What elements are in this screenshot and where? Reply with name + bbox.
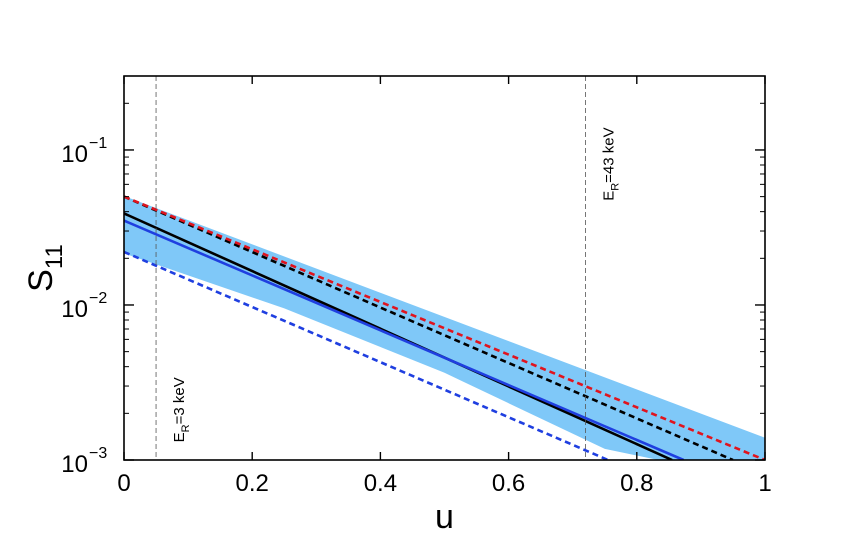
series-line-4 [124, 195, 765, 460]
x-axis-title: u [435, 498, 454, 536]
x-tick-label: 0.6 [492, 470, 525, 497]
y-tick-label: 10 [61, 451, 88, 478]
y-tick-exponent: −2 [89, 290, 107, 307]
series-line-2 [124, 219, 685, 460]
x-tick-label: 1 [758, 470, 771, 497]
y-tick-exponent: −3 [89, 445, 107, 462]
y-tick-label: 10 [61, 296, 88, 323]
series-line-5 [124, 250, 609, 460]
series-line-3 [124, 195, 734, 460]
reference-label-1: ER=3 keV [171, 377, 192, 442]
x-tick-label: 0.8 [620, 470, 653, 497]
x-tick-label: 0.4 [364, 470, 397, 497]
plot-frame [123, 75, 766, 461]
x-tick-label: 0.2 [236, 470, 269, 497]
y-axis-title: S11 [22, 244, 68, 292]
reference-label-2: ER=43 keV [601, 127, 622, 200]
y-tick-label: 10 [61, 141, 88, 168]
y-tick-exponent: −1 [89, 135, 107, 152]
x-tick-label: 0 [117, 470, 130, 497]
